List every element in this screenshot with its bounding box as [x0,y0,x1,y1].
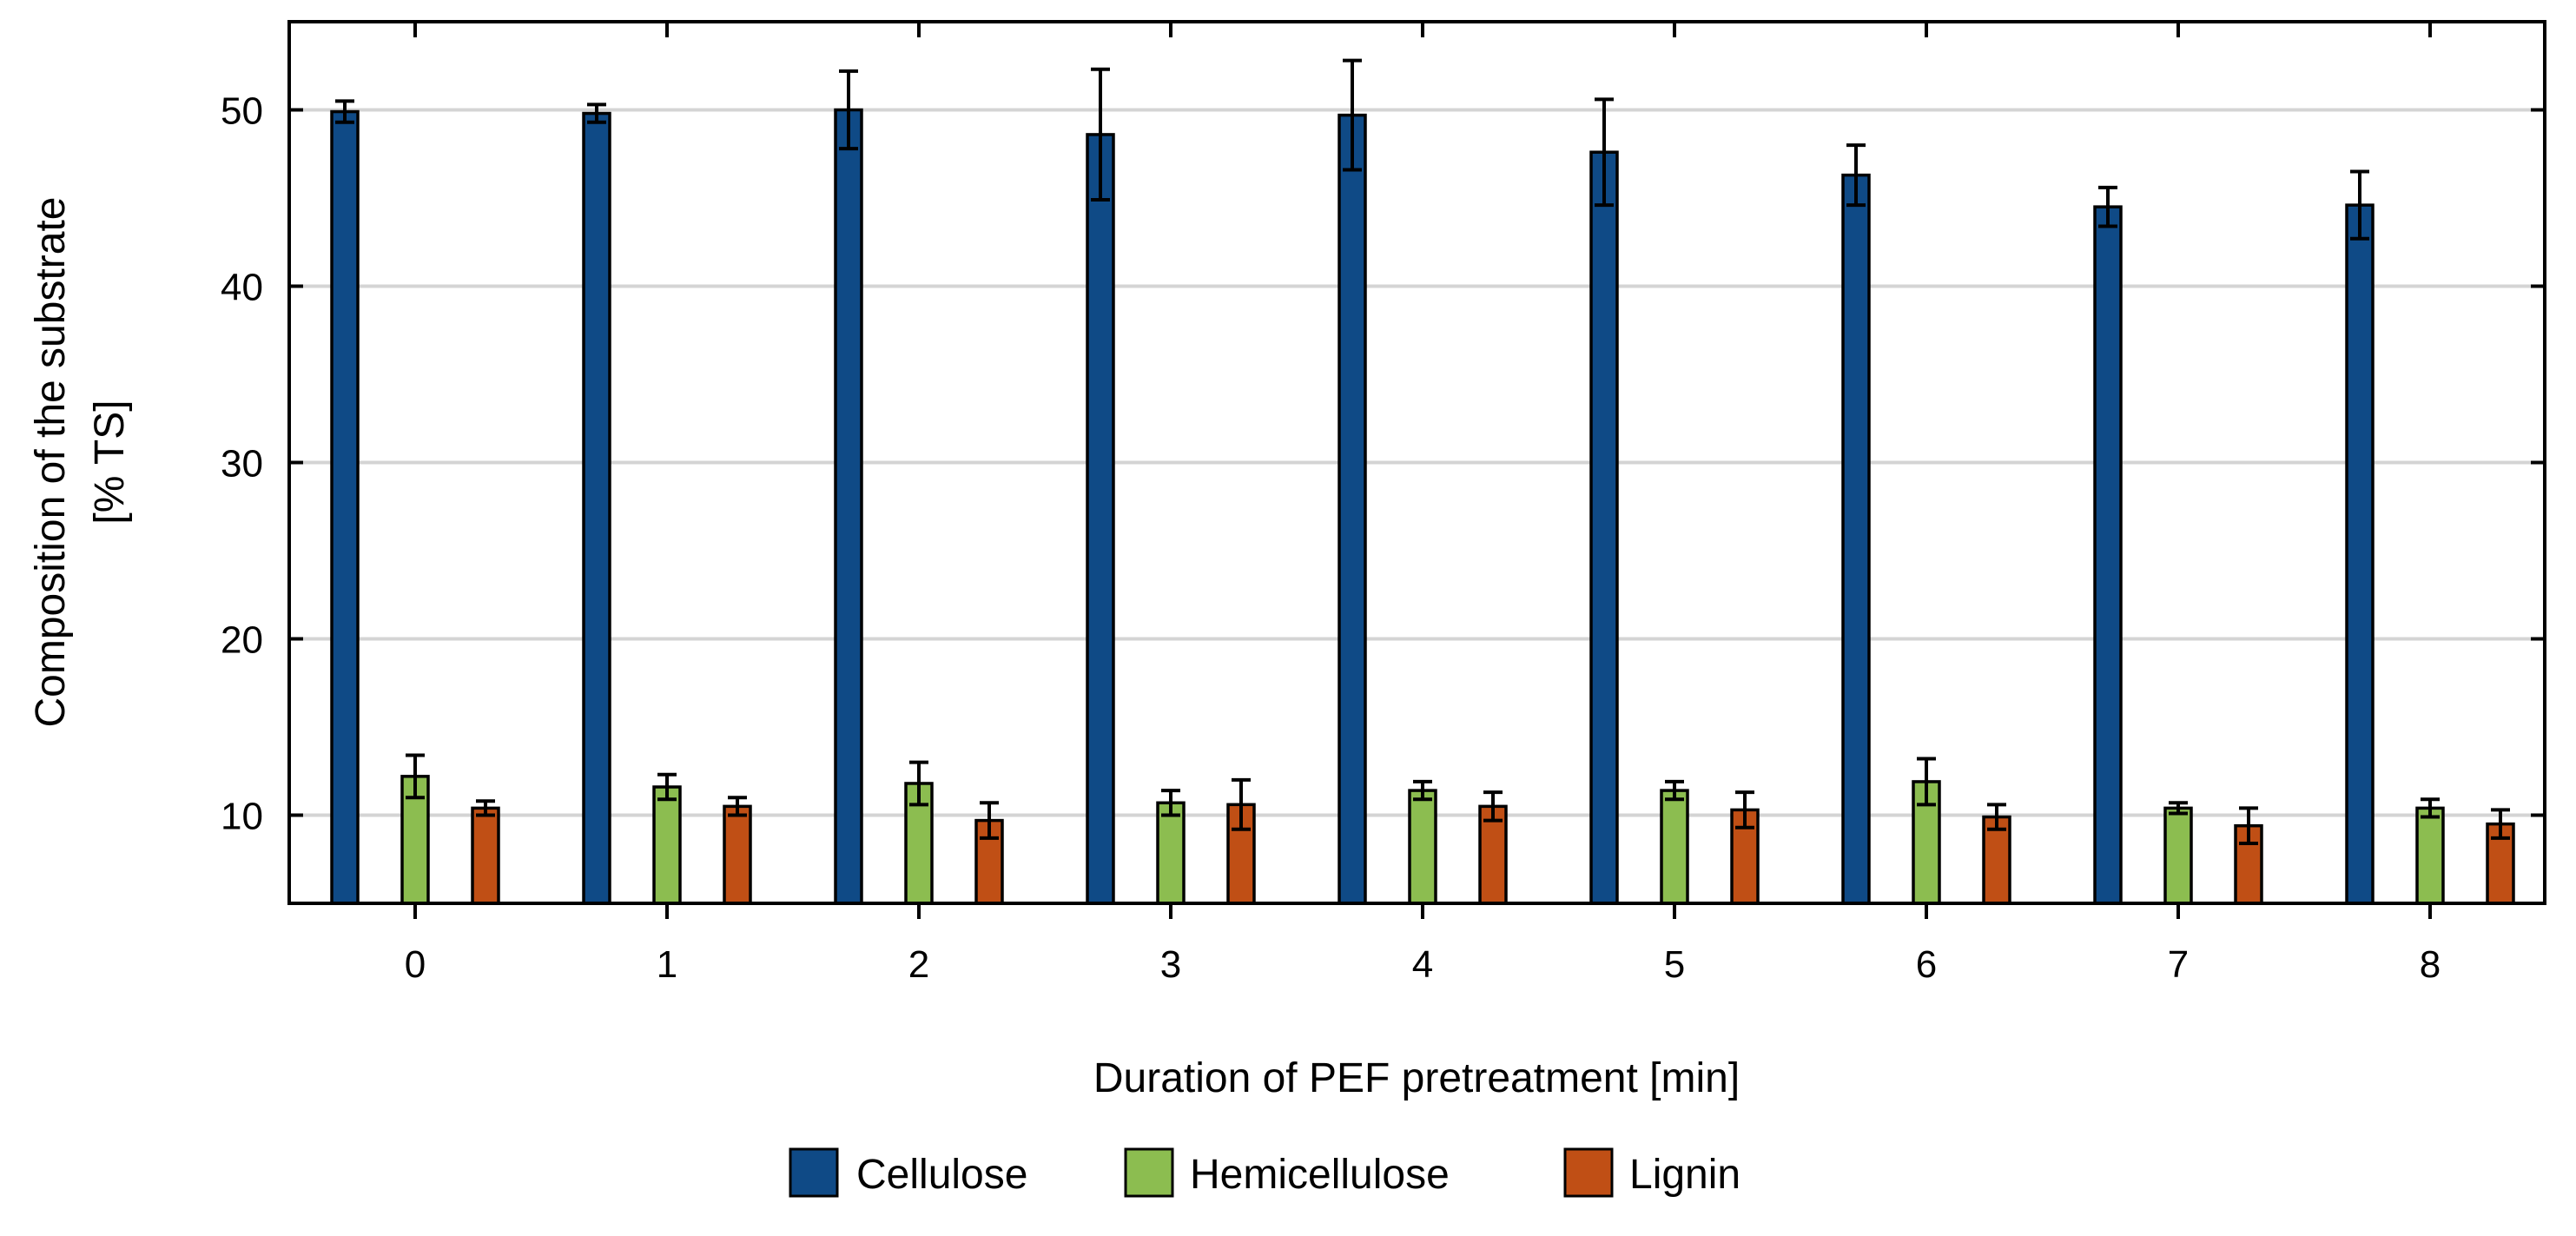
x-tick-label: 5 [1664,943,1685,986]
x-tick-label: 8 [2420,943,2441,986]
bar-cellulose [1086,133,1115,905]
y-tick-label: 10 [221,796,263,838]
x-tick-label: 6 [1916,943,1937,986]
x-tick-label: 7 [2168,943,2189,986]
bar-hemicellulose [1156,801,1186,905]
legend-swatch-lignin [1563,1147,1614,1198]
bar-hemicellulose [2163,806,2193,905]
y-tick-label: 20 [221,619,263,662]
legend-label-cellulose: Cellulose [856,1152,1027,1198]
bar-cellulose [1841,173,1871,905]
x-tick-label: 1 [657,943,677,986]
x-tick-label: 0 [405,943,426,986]
bar-cellulose [1589,150,1619,905]
legend-item-cellulose: Cellulose [789,1147,1027,1198]
x-tick-label: 3 [1160,943,1181,986]
y-axis-ticks: 10 20 30 40 50 [221,90,2545,838]
legend-item-lignin: Lignin [1563,1147,1740,1198]
y-axis-title-line1: Composition of the substrate [28,197,74,728]
bar-cellulose [2093,205,2123,905]
legend-label-lignin: Lignin [1629,1152,1740,1198]
error-bars [335,58,2510,845]
y-axis-title: Composition of the substrate [% TS] [28,197,133,728]
x-tick-label: 4 [1412,943,1433,986]
y-tick-label: 50 [221,90,263,133]
bar-hemicellulose [652,785,682,905]
bar-hemicellulose [2415,806,2445,905]
bar-cellulose [2345,203,2375,905]
bar-cellulose [582,111,611,905]
bar-hemicellulose [1408,789,1437,905]
y-tick-label: 30 [221,443,263,486]
x-axis-title: Duration of PEF pretreatment [min] [1093,1055,1740,1101]
legend-label-hemicellulose: Hemicellulose [1190,1152,1450,1198]
gridlines [289,108,2545,817]
bar-hemicellulose [1660,789,1689,905]
x-axis-ticks: 0 1 2 3 4 5 6 7 8 [405,22,2441,986]
x-tick-label: 2 [908,943,929,986]
y-axis-title-line2: [% TS] [87,400,133,524]
bar-lignin [723,804,752,905]
bar-cellulose [330,109,360,905]
bar-cellulose [834,108,863,905]
legend: Cellulose Hemicellulose Lignin [789,1147,1740,1198]
legend-swatch-cellulose [789,1147,839,1198]
legend-item-hemicellulose: Hemicellulose [1124,1147,1450,1198]
bar-cellulose [1338,113,1367,905]
legend-swatch-hemicellulose [1124,1147,1174,1198]
bar-lignin [471,806,500,905]
bars [330,108,2515,905]
y-tick-label: 40 [221,267,263,309]
